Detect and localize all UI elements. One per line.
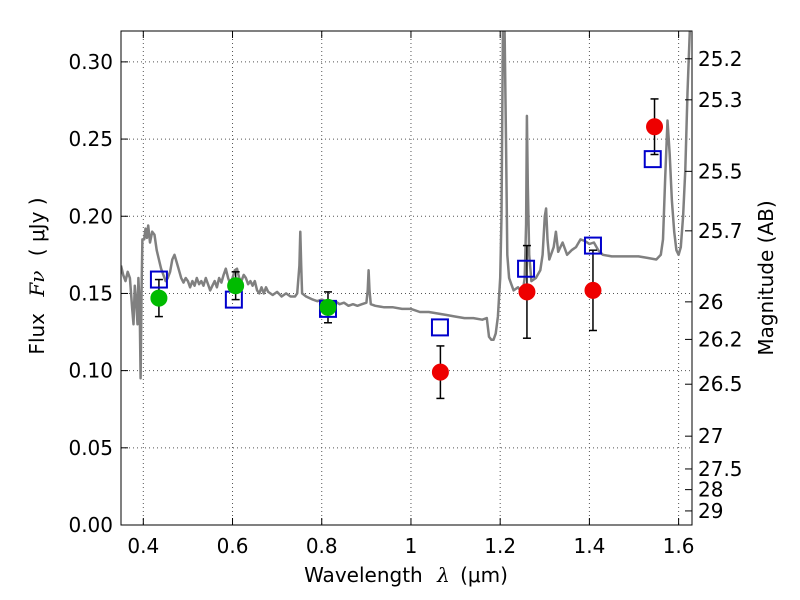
x-axis-label-unit: (μm) — [460, 563, 508, 587]
photometry-point — [319, 298, 337, 316]
tick-layer: 0.4 0.6 0.8 1 1.2 1.4 1.6 0.00 0.05 0.10 0.15 0.20 0… — [68, 31, 743, 558]
y2-tick-label: 27.5 — [698, 457, 743, 481]
y-tick-label: 0.10 — [68, 359, 113, 383]
x-tick-label: 1.2 — [484, 534, 516, 558]
x-axis-label-symbol: λ — [436, 563, 450, 587]
x-axis-label: Wavelength λ (μm) — [304, 563, 508, 587]
y-axis-label-unit: ( μJy ) — [25, 197, 49, 256]
y2-tick-label: 29 — [698, 499, 723, 523]
y2-tick-label: 28 — [698, 478, 723, 502]
y-axis-label-text: Flux — [25, 313, 49, 355]
photometry-point — [584, 281, 602, 299]
model-flux-square — [517, 259, 536, 278]
y-tick-label: 0.25 — [68, 127, 113, 151]
y-axis-label-symbol: Fν — [25, 271, 49, 298]
x-tick-label: 1.4 — [573, 534, 605, 558]
y-tick-label: 0.15 — [68, 281, 113, 305]
plot-area — [121, 31, 692, 525]
x-tick-label: 0.8 — [306, 534, 338, 558]
y-tick-label: 0.20 — [68, 204, 113, 228]
model-flux-square — [643, 150, 662, 169]
y2-tick-label: 25.2 — [698, 47, 743, 71]
y-tick-label: 0.00 — [68, 513, 113, 537]
y-tick-label: 0.30 — [68, 50, 113, 74]
y2-tick-label: 25.7 — [698, 219, 743, 243]
y2-tick-label: 25.5 — [698, 159, 743, 183]
y2-tick-label: 25.3 — [698, 88, 743, 112]
photometry-point — [150, 289, 168, 307]
model-flux-square — [583, 236, 602, 255]
y2-axis-label: Magnitude (AB) — [754, 200, 778, 355]
model-flux-square — [149, 270, 168, 289]
plot-frame — [120, 30, 693, 526]
y-tick-label: 0.05 — [68, 436, 113, 460]
y2-tick-label: 26 — [698, 290, 723, 314]
model-flux-square — [430, 318, 449, 337]
marker-layer — [149, 118, 664, 381]
photometry-point — [518, 283, 536, 301]
y2-tick-label: 27 — [698, 424, 723, 448]
y2-tick-label: 26.5 — [698, 372, 743, 396]
x-tick-label: 0.6 — [217, 534, 249, 558]
x-tick-label: 1.6 — [663, 534, 695, 558]
photometry-point — [431, 363, 449, 381]
x-tick-label: 0.4 — [127, 534, 159, 558]
photometry-point — [646, 118, 664, 136]
y2-tick-label: 26.2 — [698, 327, 743, 351]
x-axis-label-text: Wavelength — [304, 563, 423, 587]
y-axis-label: Flux Fν ( μJy ) — [25, 197, 49, 354]
photometry-point — [227, 277, 245, 295]
x-tick-label: 1 — [405, 534, 418, 558]
